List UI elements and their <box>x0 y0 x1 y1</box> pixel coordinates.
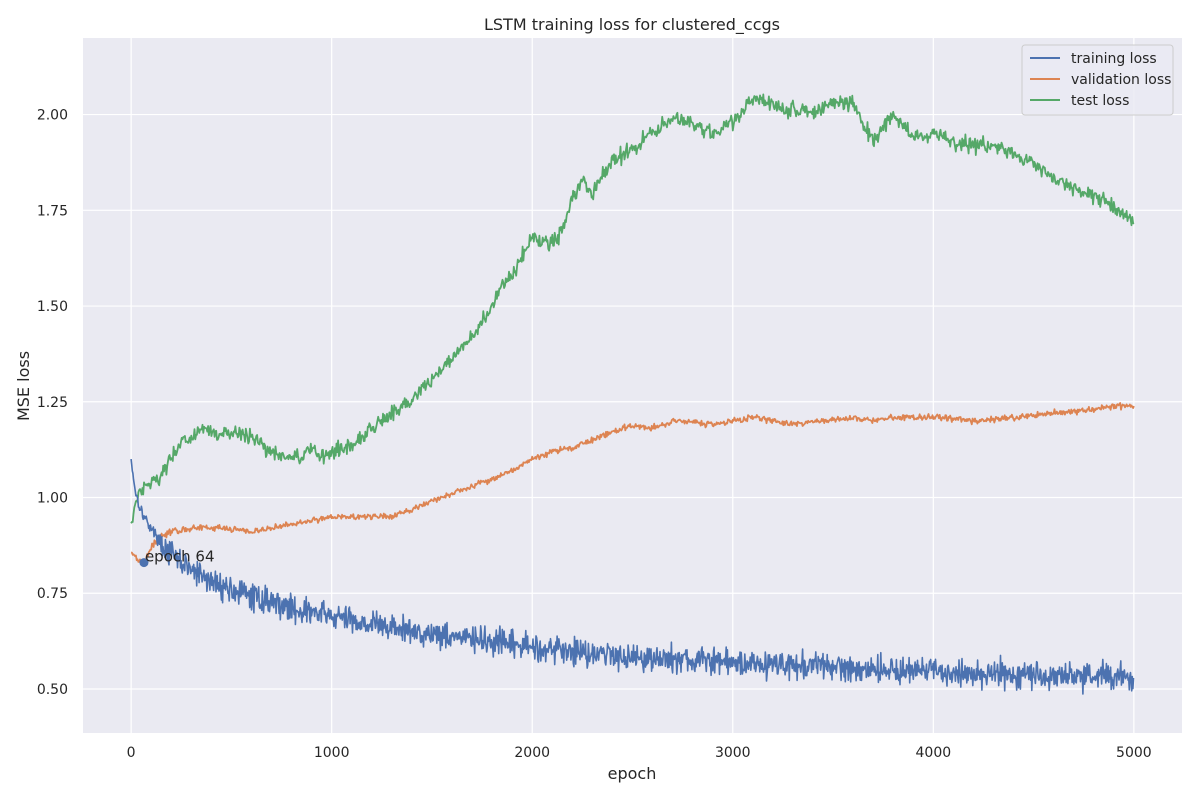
y-tick-label: 1.25 <box>37 395 68 411</box>
legend-frame <box>1021 44 1174 116</box>
x-axis-label: epoch <box>608 764 657 783</box>
series-line-0 <box>130 459 1135 695</box>
legend-label-training: training loss <box>1071 51 1157 67</box>
y-tick-label: 1.50 <box>37 299 68 315</box>
x-tick-label: 4000 <box>916 745 952 761</box>
series-layer <box>130 93 1135 695</box>
x-tick-label: 5000 <box>1116 745 1152 761</box>
series-line-1 <box>130 402 1135 565</box>
x-tick-label: 0 <box>127 745 136 761</box>
y-tick-label: 0.75 <box>37 586 68 602</box>
legend-label-test: test loss <box>1071 93 1129 109</box>
y-axis-label: MSE loss <box>14 351 33 421</box>
y-axis-ticks: 0.50 0.75 1.00 1.25 1.50 1.75 2.00 <box>37 108 68 698</box>
series-line-2 <box>130 93 1135 524</box>
y-tick-label: 0.50 <box>37 682 68 698</box>
x-tick-label: 3000 <box>715 745 751 761</box>
annotation-marker <box>139 558 149 568</box>
legend-label-validation: validation loss <box>1071 72 1171 88</box>
chart-title: LSTM training loss for clustered_ccgs <box>484 15 780 35</box>
annotation-layer: epoch 64 <box>139 548 215 568</box>
x-axis-ticks: 0 1000 2000 3000 4000 5000 <box>127 745 1152 761</box>
annotation-label: epoch 64 <box>145 548 215 566</box>
x-tick-label: 2000 <box>514 745 550 761</box>
plot-area <box>83 38 1182 733</box>
y-tick-label: 1.75 <box>37 203 68 219</box>
y-tick-label: 2.00 <box>37 108 68 124</box>
x-tick-label: 1000 <box>314 745 350 761</box>
legend: training loss validation loss test loss <box>1021 44 1174 116</box>
y-tick-label: 1.00 <box>37 491 68 507</box>
